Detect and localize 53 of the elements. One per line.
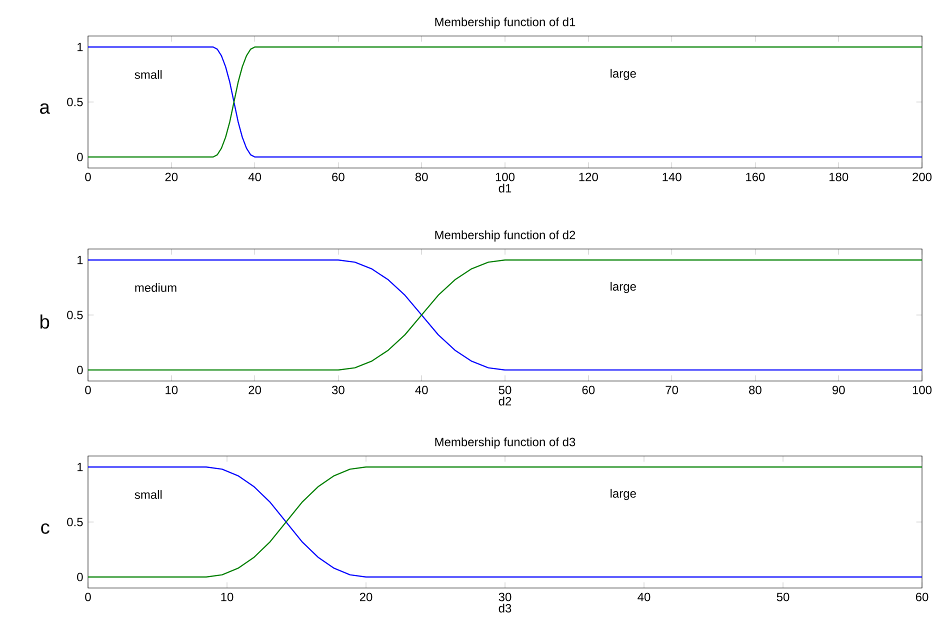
x-tick-label: 80: [749, 386, 762, 394]
x-tick-label: 60: [332, 172, 344, 182]
x-axis-title: d2: [498, 396, 512, 406]
series-label: medium: [135, 283, 176, 292]
x-tick-label: 100: [496, 172, 515, 182]
chart-title: Membership function of d1: [435, 17, 576, 29]
x-tick-label: 20: [360, 592, 372, 602]
x-tick-label: 180: [830, 172, 848, 182]
x-tick-label: 30: [498, 592, 512, 602]
series-label: large: [610, 282, 636, 294]
y-tick-label: 1: [78, 462, 83, 472]
x-tick-label: 20: [248, 386, 262, 394]
x-tick-label: 20: [165, 172, 178, 182]
x-tick-label: 120: [579, 172, 598, 182]
x-tick-label: 80: [415, 172, 428, 182]
text: c: [41, 523, 50, 534]
series-label: large: [610, 488, 636, 500]
x-tick-label: 60: [582, 386, 595, 394]
x-tick-label: 0: [85, 386, 91, 394]
y-tick-label: 0.5: [67, 518, 83, 526]
text: a: [40, 103, 50, 114]
y-tick-label: 1: [78, 256, 83, 264]
x-tick-label: 40: [415, 386, 428, 394]
x-tick-label: 40: [638, 592, 650, 602]
y-tick-label: 1: [78, 42, 83, 52]
x-tick-label: 10: [166, 386, 178, 394]
x-tick-label: 90: [832, 386, 845, 394]
x-tick-label: 100: [912, 386, 932, 394]
series-label: large: [610, 68, 636, 80]
x-tick-label: 50: [776, 592, 790, 602]
chart-title: Membership function of d2: [435, 230, 576, 242]
x-tick-label: 40: [248, 172, 262, 182]
x-tick-label: 50: [498, 386, 512, 394]
x-tick-label: 160: [746, 172, 765, 182]
x-tick-label: 10: [221, 592, 234, 602]
x-tick-label: 0: [85, 172, 91, 182]
x-tick-label: 140: [662, 172, 682, 182]
y-tick-label: 0: [77, 152, 83, 162]
chart-title: Membership function of d3: [435, 437, 576, 449]
x-tick-label: 30: [332, 386, 344, 394]
x-tick-label: 200: [912, 172, 932, 182]
text: b: [40, 314, 50, 329]
y-tick-label: 0.5: [67, 310, 83, 320]
series-label: small: [134, 490, 162, 499]
x-tick-label: 70: [666, 386, 678, 394]
y-tick-label: 0.5: [67, 98, 83, 106]
x-tick-label: 60: [916, 592, 928, 602]
y-tick-label: 0: [77, 572, 83, 582]
y-tick-label: 0: [77, 366, 83, 374]
x-axis-title: d3: [498, 604, 512, 613]
series-label: small: [134, 70, 162, 79]
x-tick-label: 0: [85, 592, 91, 602]
x-axis-title: d1: [498, 184, 512, 193]
